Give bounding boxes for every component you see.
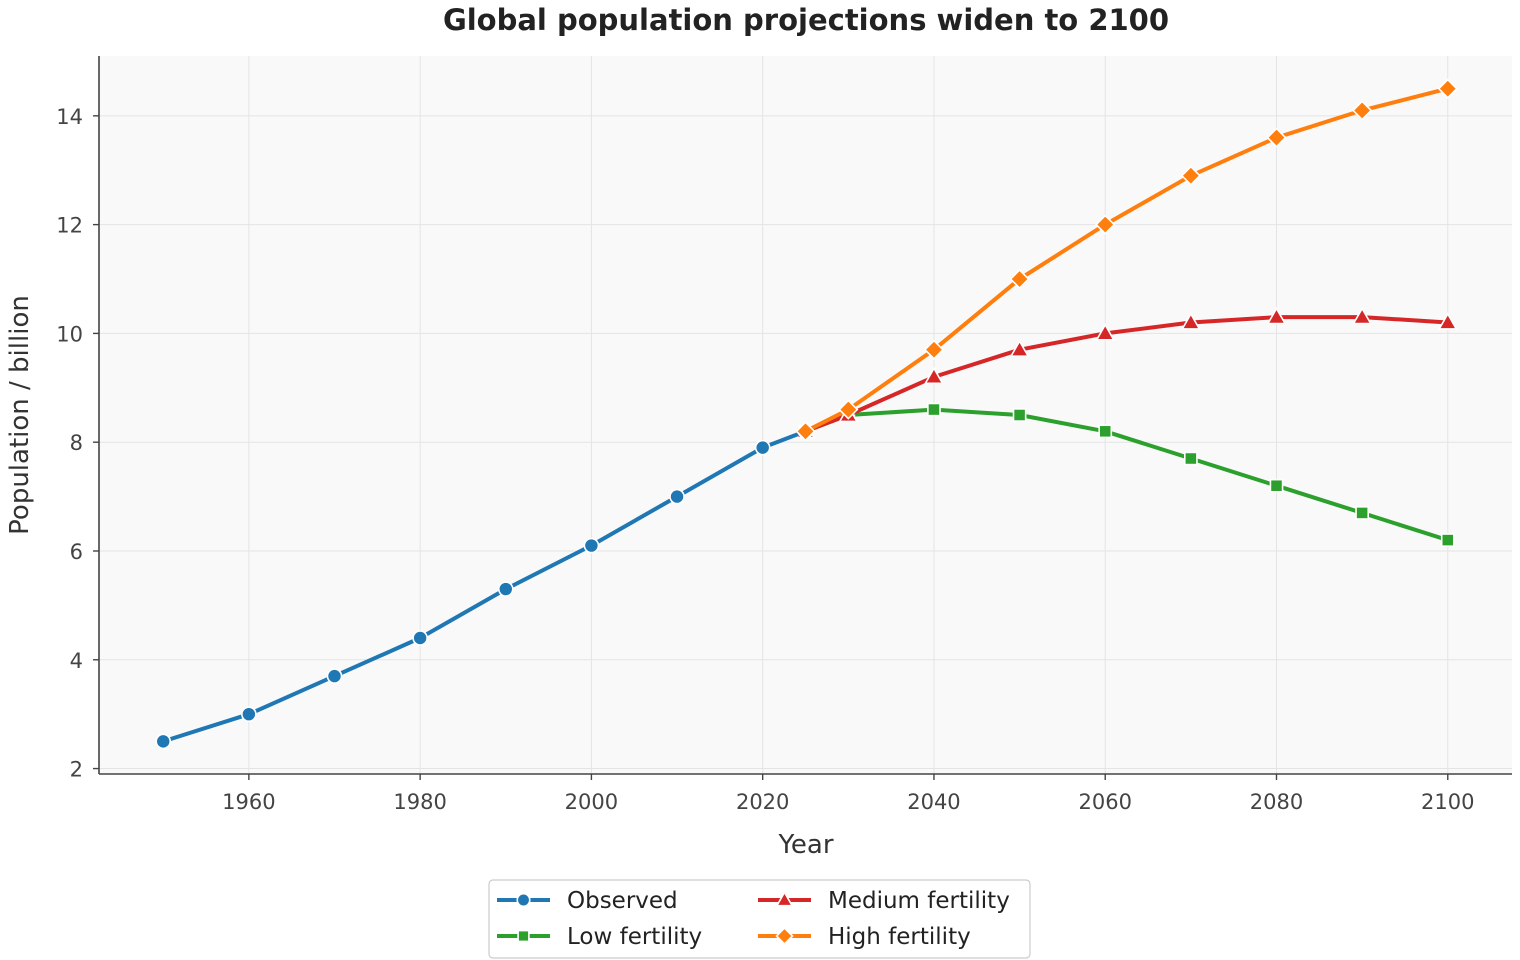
legend-swatch-marker — [516, 892, 531, 908]
x-tick-label: 1960 — [222, 790, 275, 814]
data-point-medium-fertility — [1009, 339, 1030, 357]
legend: Observed Low fertility Medium fertility Hig… — [488, 879, 1031, 959]
legend-item-high-fertility: High fertility — [758, 924, 971, 950]
data-point-low-fertility — [1440, 533, 1455, 547]
x-tick-label: 1980 — [393, 790, 446, 814]
y-tick-label: 4 — [70, 649, 83, 673]
legend-item-observed: Observed — [497, 888, 678, 914]
legend-label: High fertility — [828, 924, 971, 950]
data-point-low-fertility — [927, 402, 941, 417]
chart-title: Global population projections widen to 2… — [443, 3, 1169, 37]
y-tick-label: 12 — [56, 214, 83, 238]
y-tick-label: 10 — [56, 322, 83, 346]
data-point-medium-fertility — [924, 366, 944, 385]
data-point-high-fertility — [1180, 165, 1201, 186]
legend-box — [488, 879, 1031, 959]
legend-label: Medium fertility — [828, 888, 1010, 914]
data-point-observed — [326, 668, 343, 684]
data-point-high-fertility — [1352, 100, 1373, 121]
legend-label: Observed — [567, 888, 678, 914]
y-tick-label: 8 — [70, 431, 83, 455]
y-tick-label: 14 — [56, 105, 83, 129]
data-point-high-fertility — [923, 339, 945, 360]
data-point-low-fertility — [1269, 478, 1284, 493]
data-point-observed — [669, 488, 685, 505]
grid — [99, 56, 1512, 774]
plot-background — [99, 56, 1512, 774]
data-point-observed — [241, 706, 257, 722]
x-tick-label: 2040 — [907, 790, 960, 814]
series-layer — [155, 78, 1458, 750]
data-point-low-fertility — [1012, 408, 1027, 422]
data-point-high-fertility — [1009, 268, 1030, 290]
series-observed — [155, 423, 814, 750]
x-tick-label: 2020 — [736, 790, 789, 814]
data-point-medium-fertility — [1437, 312, 1458, 330]
data-point-high-fertility — [795, 421, 816, 442]
y-axis-label: Population / billion — [5, 295, 35, 535]
data-point-medium-fertility — [1095, 323, 1116, 341]
data-point-observed — [754, 439, 771, 456]
x-tick-label: 2080 — [1250, 790, 1303, 814]
y-tick-label: 2 — [70, 758, 83, 782]
y-tick-label: 6 — [70, 540, 83, 564]
legend-swatch-marker — [775, 926, 794, 946]
legend-label: Low fertility — [567, 924, 702, 950]
data-point-high-fertility — [838, 399, 859, 420]
x-tick-label: 2060 — [1079, 790, 1132, 814]
data-point-low-fertility — [1183, 451, 1198, 466]
data-point-medium-fertility — [1352, 306, 1373, 325]
data-point-high-fertility — [1095, 214, 1116, 235]
data-point-high-fertility — [1437, 78, 1458, 99]
x-axis-label: Year — [777, 830, 833, 860]
data-point-low-fertility — [1098, 424, 1113, 439]
legend-swatch-marker — [775, 890, 794, 907]
x-tick-label: 2000 — [565, 790, 618, 814]
data-point-high-fertility — [1266, 127, 1287, 148]
data-point-medium-fertility — [1180, 312, 1201, 330]
legend-item-medium-fertility: Medium fertility — [758, 888, 1010, 914]
legend-item-low-fertility: Low fertility — [497, 924, 702, 950]
data-point-low-fertility — [1355, 506, 1370, 520]
ticks: 1960 1980 2000 2020 2040 2060 2080 2100 2 4 6 8 10 12… — [56, 105, 1474, 814]
legend-swatch-marker — [517, 929, 530, 943]
data-point-observed — [155, 733, 172, 750]
data-point-observed — [497, 581, 514, 597]
series-high-fertility — [795, 78, 1458, 442]
x-tick-label: 2100 — [1421, 790, 1474, 814]
data-point-medium-fertility — [1266, 306, 1287, 325]
data-point-observed — [412, 630, 428, 646]
data-point-observed — [583, 537, 600, 554]
